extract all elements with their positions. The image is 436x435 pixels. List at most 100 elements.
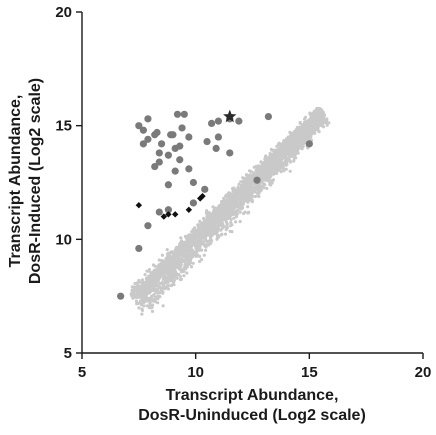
induced-gene-point [157, 140, 166, 148]
background-point [167, 270, 171, 274]
background-point [232, 186, 236, 190]
background-point [224, 194, 228, 198]
background-point [268, 158, 272, 162]
background-point [232, 209, 237, 214]
background-point [204, 245, 208, 249]
background-point [225, 222, 229, 227]
background-point [147, 268, 152, 272]
background-point [298, 146, 302, 150]
background-point [165, 286, 169, 290]
background-point [247, 184, 252, 188]
background-point [169, 250, 173, 255]
background-point [215, 228, 219, 232]
background-cloud [129, 106, 331, 316]
background-point [174, 263, 178, 267]
background-point [253, 188, 257, 192]
background-point [145, 286, 149, 290]
background-point [199, 234, 203, 238]
background-point [251, 180, 255, 184]
background-point [266, 165, 270, 169]
background-point [255, 168, 259, 172]
background-point [167, 259, 171, 263]
background-point [238, 207, 242, 211]
diamond-gene-point [165, 211, 172, 218]
background-point [234, 205, 238, 209]
background-point [206, 243, 210, 247]
background-point [174, 261, 178, 265]
background-point [282, 139, 286, 143]
background-point [268, 153, 272, 157]
y-tick-label: 20 [55, 4, 72, 21]
background-point [169, 262, 173, 266]
background-point [219, 218, 223, 222]
background-point [261, 163, 265, 167]
background-point [159, 273, 163, 277]
background-point [280, 142, 284, 146]
background-point [227, 209, 231, 213]
induced-gene-point [178, 124, 186, 132]
background-point [320, 114, 325, 118]
background-point [210, 212, 214, 216]
background-point [302, 136, 306, 140]
background-point [191, 254, 195, 259]
background-point [230, 230, 234, 234]
background-point [291, 144, 295, 148]
background-point [135, 288, 139, 292]
background-point [239, 180, 243, 184]
background-point [310, 126, 314, 131]
background-point [274, 166, 278, 170]
background-point [221, 201, 225, 205]
induced-gene-point [117, 292, 125, 300]
background-point [160, 260, 164, 264]
background-point [237, 182, 241, 186]
induced-gene-point [144, 222, 152, 230]
background-point [327, 121, 331, 125]
background-point [143, 297, 147, 301]
background-point [157, 263, 161, 267]
background-point [156, 301, 160, 305]
axis-ticks: 5 10 15 20 5 10 15 20 [55, 4, 431, 381]
background-point [131, 289, 135, 293]
background-point [172, 268, 176, 272]
background-point [275, 144, 279, 148]
background-point [235, 195, 239, 199]
y-tick-label: 15 [55, 118, 72, 135]
background-point [247, 193, 251, 197]
background-point [247, 210, 251, 214]
background-point [310, 131, 314, 135]
background-point [246, 179, 250, 183]
background-point [242, 199, 246, 203]
background-point [161, 304, 165, 308]
induced-gene-point [189, 199, 197, 207]
background-point [284, 137, 289, 141]
background-point [137, 290, 141, 294]
background-point [255, 165, 259, 169]
x-tick-label: 10 [187, 364, 204, 381]
induced-gene-point [164, 181, 172, 189]
background-point [223, 225, 227, 229]
background-point [156, 275, 160, 279]
background-point [247, 169, 252, 173]
background-point [187, 233, 191, 238]
background-point [316, 116, 320, 121]
background-point [270, 170, 274, 174]
induced-gene-point [144, 115, 152, 123]
background-point [301, 127, 305, 131]
background-point [160, 289, 164, 293]
background-point [241, 195, 246, 199]
background-point [248, 173, 252, 177]
background-point [292, 159, 296, 163]
background-point [137, 306, 141, 310]
background-point [280, 153, 284, 157]
background-point [219, 213, 223, 217]
background-point [224, 213, 229, 218]
background-point [157, 258, 161, 262]
background-point [294, 149, 298, 153]
background-point [283, 148, 287, 152]
background-point [299, 134, 303, 138]
induced-gene-point [214, 133, 222, 141]
background-point [262, 186, 266, 190]
background-point [236, 191, 240, 195]
background-point [325, 117, 329, 121]
background-point [301, 145, 305, 149]
